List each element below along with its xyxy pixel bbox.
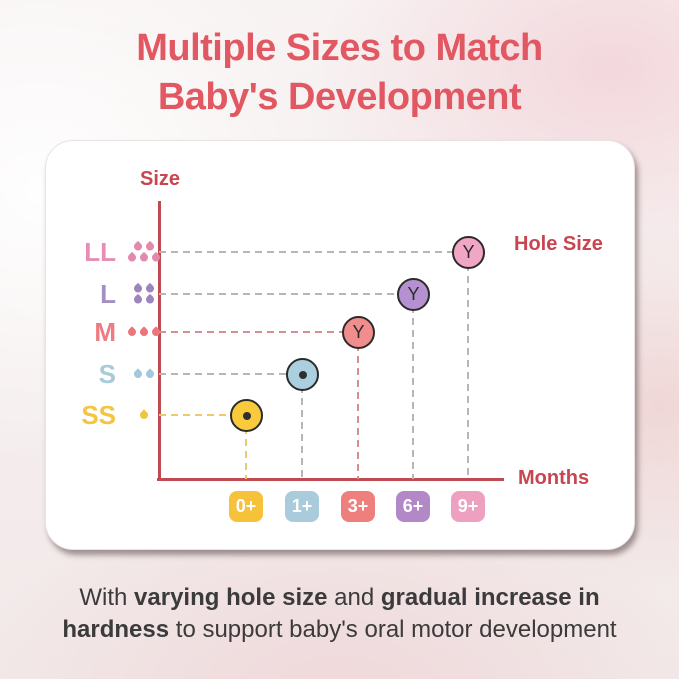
gridline-v-S	[301, 374, 303, 479]
y-axis-title: Size	[140, 168, 181, 190]
hole-marker-dot-icon	[298, 370, 307, 379]
size-label-LL: LL	[84, 237, 116, 267]
droplet-icon	[144, 240, 156, 253]
size-label-L: L	[100, 279, 116, 309]
drop-row	[138, 409, 150, 421]
drop-cluster-L-icon	[125, 282, 163, 306]
hole-size-legend-label: Hole Size	[514, 233, 603, 255]
x-axis-title: Months	[518, 467, 590, 489]
month-badge-0+: 0+	[229, 491, 263, 522]
data-point-SS	[230, 399, 263, 432]
gridline-h-LL	[159, 251, 468, 253]
page-title: Multiple Sizes to Match Baby's Developme…	[0, 24, 679, 123]
gridline-h-SS	[159, 414, 246, 416]
page-title-line1: Multiple Sizes to Match	[136, 27, 543, 69]
size-label-S: S	[98, 359, 116, 389]
drop-cluster-S-icon	[125, 368, 163, 380]
caption: With varying hole size and gradual incre…	[16, 582, 664, 645]
drop-row	[132, 368, 156, 380]
droplet-icon	[138, 409, 150, 421]
drop-row	[132, 293, 156, 306]
hole-marker-label: Y	[462, 242, 475, 262]
droplet-icon	[132, 368, 144, 380]
gridline-h-S	[159, 373, 302, 375]
droplet-icon	[126, 251, 138, 264]
droplet-icon	[132, 282, 144, 295]
size-month-chart: Size Months Hole Size LL Y L Y M Y S SS 0+ 1+ 3+ 6…	[46, 141, 634, 549]
droplet-icon	[126, 326, 138, 338]
caption-segment: With	[79, 584, 135, 611]
size-label-M: M	[94, 317, 116, 347]
gridline-v-L	[412, 294, 414, 479]
drop-row	[126, 326, 162, 338]
size-label-SS: SS	[81, 400, 116, 430]
month-badge-6+: 6+	[396, 491, 430, 522]
drop-cluster-LL-icon	[125, 240, 163, 264]
droplet-icon	[138, 251, 150, 264]
drop-cluster-SS-icon	[125, 409, 163, 421]
drop-row	[126, 251, 162, 264]
drop-row	[132, 282, 156, 295]
y-axis-line	[158, 201, 161, 481]
data-point-M: Y	[342, 316, 375, 349]
gridline-v-LL	[467, 252, 469, 479]
caption-segment: and	[327, 584, 381, 611]
data-point-LL: Y	[452, 236, 485, 269]
caption-segment: to support baby's oral motor development	[169, 615, 617, 643]
droplet-icon	[138, 326, 150, 338]
droplet-icon	[144, 282, 156, 295]
page-title-line2: Baby's Development	[157, 76, 522, 119]
droplet-icon	[144, 293, 156, 306]
caption-segment: hardness	[62, 615, 170, 643]
caption-segment: gradual increase in	[380, 584, 600, 611]
chart-card: Size Months Hole Size LL Y L Y M Y S SS 0+ 1+ 3+ 6…	[45, 140, 635, 550]
data-point-S	[286, 358, 319, 391]
month-badge-1+: 1+	[285, 491, 319, 522]
droplet-icon	[144, 368, 156, 380]
caption-segment: varying hole size	[134, 584, 328, 611]
gridline-h-M	[159, 331, 358, 333]
drop-cluster-M-icon	[125, 326, 163, 338]
droplet-icon	[132, 293, 144, 306]
month-badge-9+: 9+	[451, 491, 485, 522]
drop-row	[132, 240, 156, 253]
droplet-icon	[150, 251, 162, 264]
data-point-L: Y	[397, 278, 430, 311]
droplet-icon	[132, 240, 144, 253]
x-axis-line	[157, 478, 504, 481]
month-badge-3+: 3+	[341, 491, 375, 522]
gridline-v-SS	[245, 415, 247, 479]
gridline-h-L	[159, 293, 413, 295]
hole-marker-dot-icon	[242, 411, 251, 420]
gridline-v-M	[357, 332, 359, 479]
hole-marker-label: Y	[352, 322, 365, 342]
hole-marker-label: Y	[407, 284, 420, 304]
